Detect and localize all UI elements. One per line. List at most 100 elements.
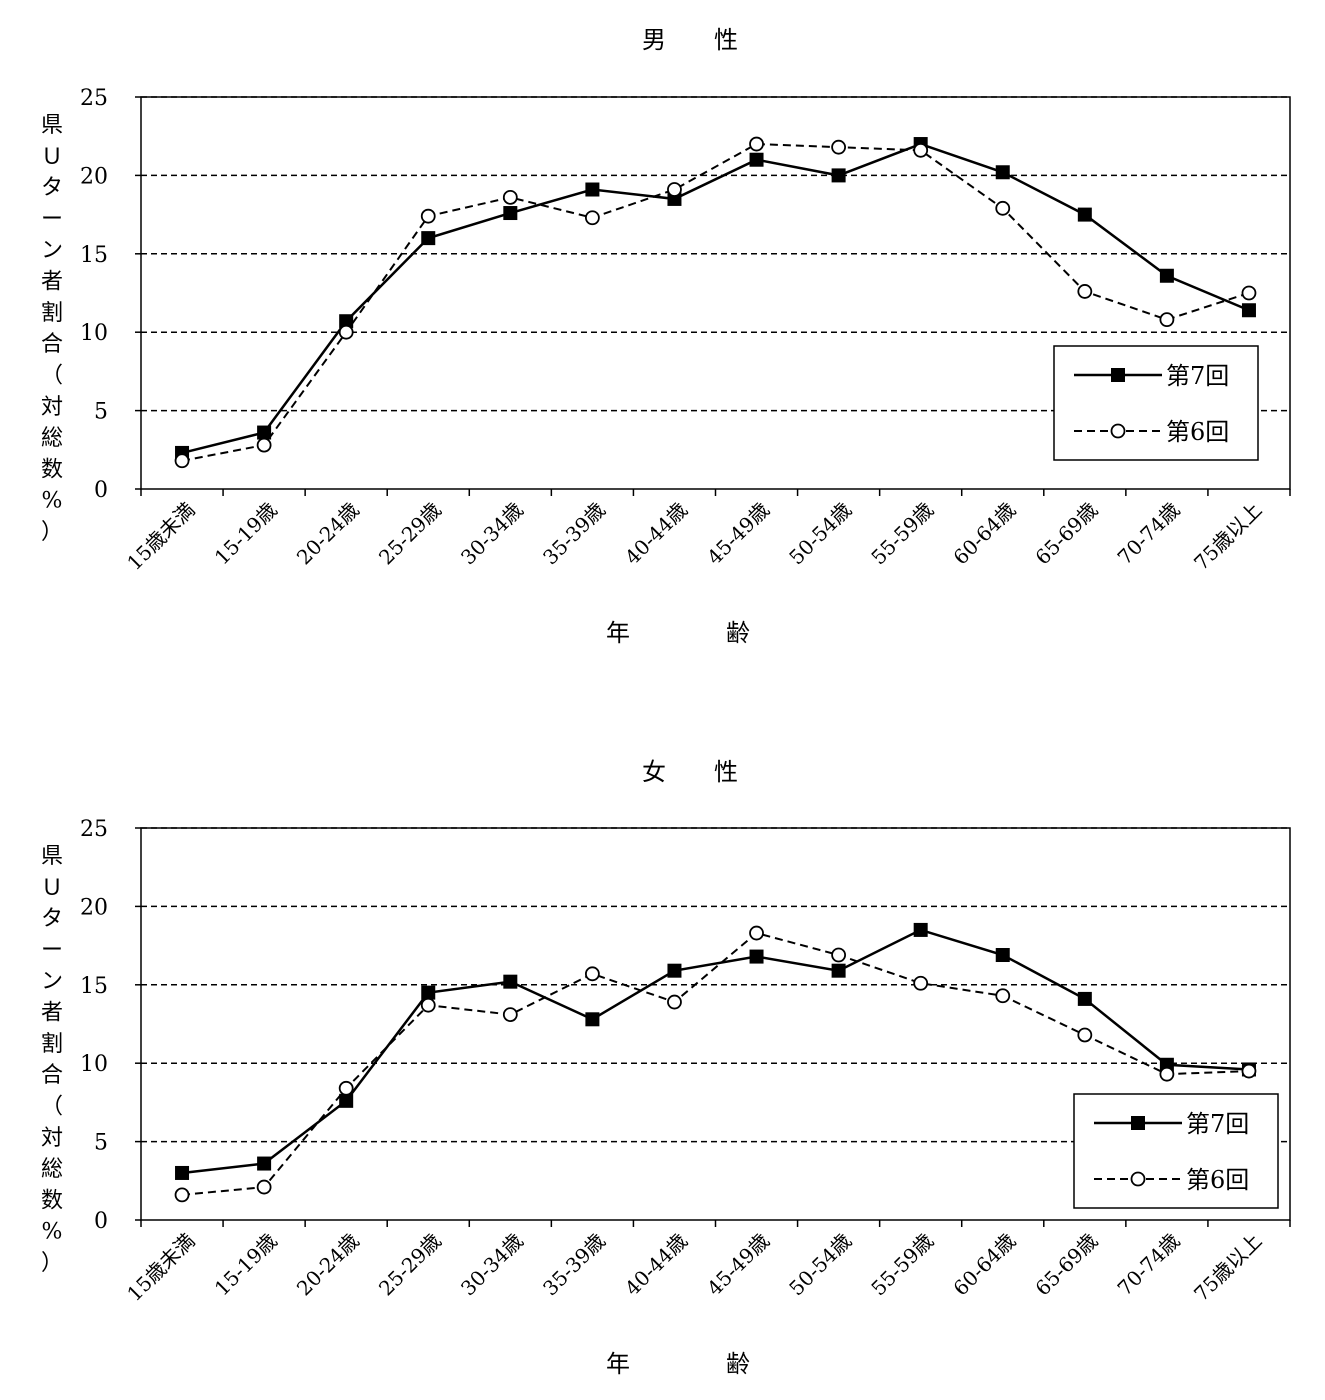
data-point-square <box>913 922 928 937</box>
data-point-circle <box>1159 312 1175 328</box>
data-point-square <box>831 168 846 183</box>
x-tick-label: 20-24歳 <box>292 1229 364 1301</box>
x-tick-label: 50-54歳 <box>784 1229 856 1301</box>
data-point-circle <box>913 975 929 991</box>
legend-label: 第6回 <box>1166 418 1229 446</box>
y-tick-label: 25 <box>80 86 108 111</box>
x-tick-label: 45-49歳 <box>702 498 774 570</box>
x-tick-label: 55-59歳 <box>866 498 938 570</box>
y-axis-label-char: 者 <box>41 1001 63 1026</box>
x-tick-label: 15-19歳 <box>210 498 282 570</box>
x-tick-label: 15歳未満 <box>122 498 199 575</box>
chart-title: 男 性 <box>642 26 738 54</box>
data-point-square <box>831 963 846 978</box>
x-tick-label: 15-19歳 <box>210 1229 282 1301</box>
data-point-circle <box>338 1080 354 1096</box>
x-tick-label: 40-44歳 <box>620 498 692 570</box>
chart-1: 男 性 0 5 10 15 20 25 15歳未満 15-19歳 20-24歳 25-29歳 30-3… <box>41 26 1291 647</box>
x-tick-label: 60-64歳 <box>948 498 1020 570</box>
y-axis-label-char: ン <box>41 969 63 994</box>
x-tick-label: 75歳以上 <box>1189 498 1266 575</box>
data-point-circle <box>502 189 518 205</box>
y-tick-label: 15 <box>80 974 108 999</box>
chart-2: 女 性 0 5 10 15 20 25 15歳未満 15-19歳 20-24歳 25-29歳 30-3… <box>41 758 1291 1378</box>
x-tick-label: 45-49歳 <box>702 1229 774 1301</box>
data-point-square <box>339 1093 354 1108</box>
data-point-square <box>175 1165 190 1180</box>
data-point-square <box>503 206 518 221</box>
data-point-circle <box>667 994 682 1010</box>
data-point-square <box>1077 207 1092 222</box>
data-point-square <box>1241 303 1256 318</box>
data-point-circle <box>995 200 1011 216</box>
legend-box <box>1073 1093 1279 1209</box>
data-point-square <box>995 165 1010 180</box>
x-tick-label: 65-69歳 <box>1030 498 1102 570</box>
y-axis-label-char: ー <box>41 938 63 963</box>
data-point-square <box>257 425 272 440</box>
data-point-circle <box>749 136 764 152</box>
x-tick-label: 20-24歳 <box>292 498 364 570</box>
y-axis-label-char: 県 <box>41 844 63 869</box>
y-axis-label-char: 県 <box>41 113 63 138</box>
y-axis-label-char: 数 <box>41 457 63 482</box>
series-line-2 <box>181 931 1250 1196</box>
x-tick-label: 25-29歳 <box>374 1229 446 1301</box>
y-axis-label-char: ー <box>41 207 63 232</box>
y-axis-label-char: 合 <box>41 1063 63 1088</box>
y-axis-label-char: 合 <box>41 332 63 357</box>
y-tick-label: 20 <box>80 895 108 920</box>
data-point-square <box>585 1012 600 1027</box>
data-point-square <box>421 231 436 246</box>
data-point-circle <box>338 324 354 340</box>
y-tick-label: 0 <box>94 478 108 503</box>
y-tick-label: 20 <box>80 164 108 189</box>
data-point-circle <box>174 1187 190 1203</box>
y-axis-label-char: （ <box>41 1094 63 1119</box>
x-tick-label: 55-59歳 <box>866 1229 938 1301</box>
x-tick-label: 40-44歳 <box>620 1229 692 1301</box>
data-point-square <box>1077 991 1092 1006</box>
y-axis-label-char: 割 <box>41 1032 63 1057</box>
series-line-2 <box>181 143 1250 462</box>
data-point-square <box>257 1156 272 1171</box>
y-axis-label-char: ） <box>41 1251 63 1276</box>
data-point-circle <box>502 1007 518 1022</box>
data-point-circle <box>420 208 436 224</box>
legend-label: 第7回 <box>1186 1110 1249 1138</box>
legend-marker-square <box>1111 368 1125 382</box>
x-tick-label: 35-39歳 <box>538 1229 610 1301</box>
y-axis-label-char: タ <box>41 907 63 932</box>
y-axis-label-char: 者 <box>41 270 63 295</box>
x-axis-label: 年 齢 <box>606 1350 750 1378</box>
legend-marker-circle <box>1110 423 1126 439</box>
x-tick-label: 50-54歳 <box>784 498 856 570</box>
data-point-circle <box>1241 285 1257 301</box>
data-point-circle <box>256 1179 272 1195</box>
data-point-square <box>503 974 518 989</box>
x-tick-label: 70-74歳 <box>1113 498 1185 570</box>
x-tick-label: 35-39歳 <box>538 498 610 570</box>
data-point-circle <box>256 437 272 453</box>
data-point-square <box>667 963 682 978</box>
data-point-square <box>339 314 354 329</box>
x-tick-label: 70-74歳 <box>1113 1229 1185 1301</box>
data-point-circle <box>584 210 600 226</box>
y-axis-label-char: ） <box>41 520 63 545</box>
data-point-square <box>749 152 764 167</box>
data-point-square <box>421 985 436 1000</box>
y-axis-label-char: （ <box>41 363 63 388</box>
y-axis-label-char: ン <box>41 238 63 263</box>
x-tick-label: 25-29歳 <box>374 498 446 570</box>
data-point-circle <box>174 453 190 469</box>
data-point-circle <box>1159 1066 1175 1082</box>
data-point-circle <box>831 947 847 963</box>
series-line-1 <box>181 928 1250 1175</box>
data-point-circle <box>1077 284 1093 299</box>
y-axis-label-char: 割 <box>41 301 63 326</box>
x-axis-label: 年 齢 <box>606 619 750 647</box>
y-tick-label: 10 <box>80 1052 108 1077</box>
y-axis-label-char: % <box>42 1220 63 1245</box>
data-point-circle <box>1241 1063 1257 1079</box>
